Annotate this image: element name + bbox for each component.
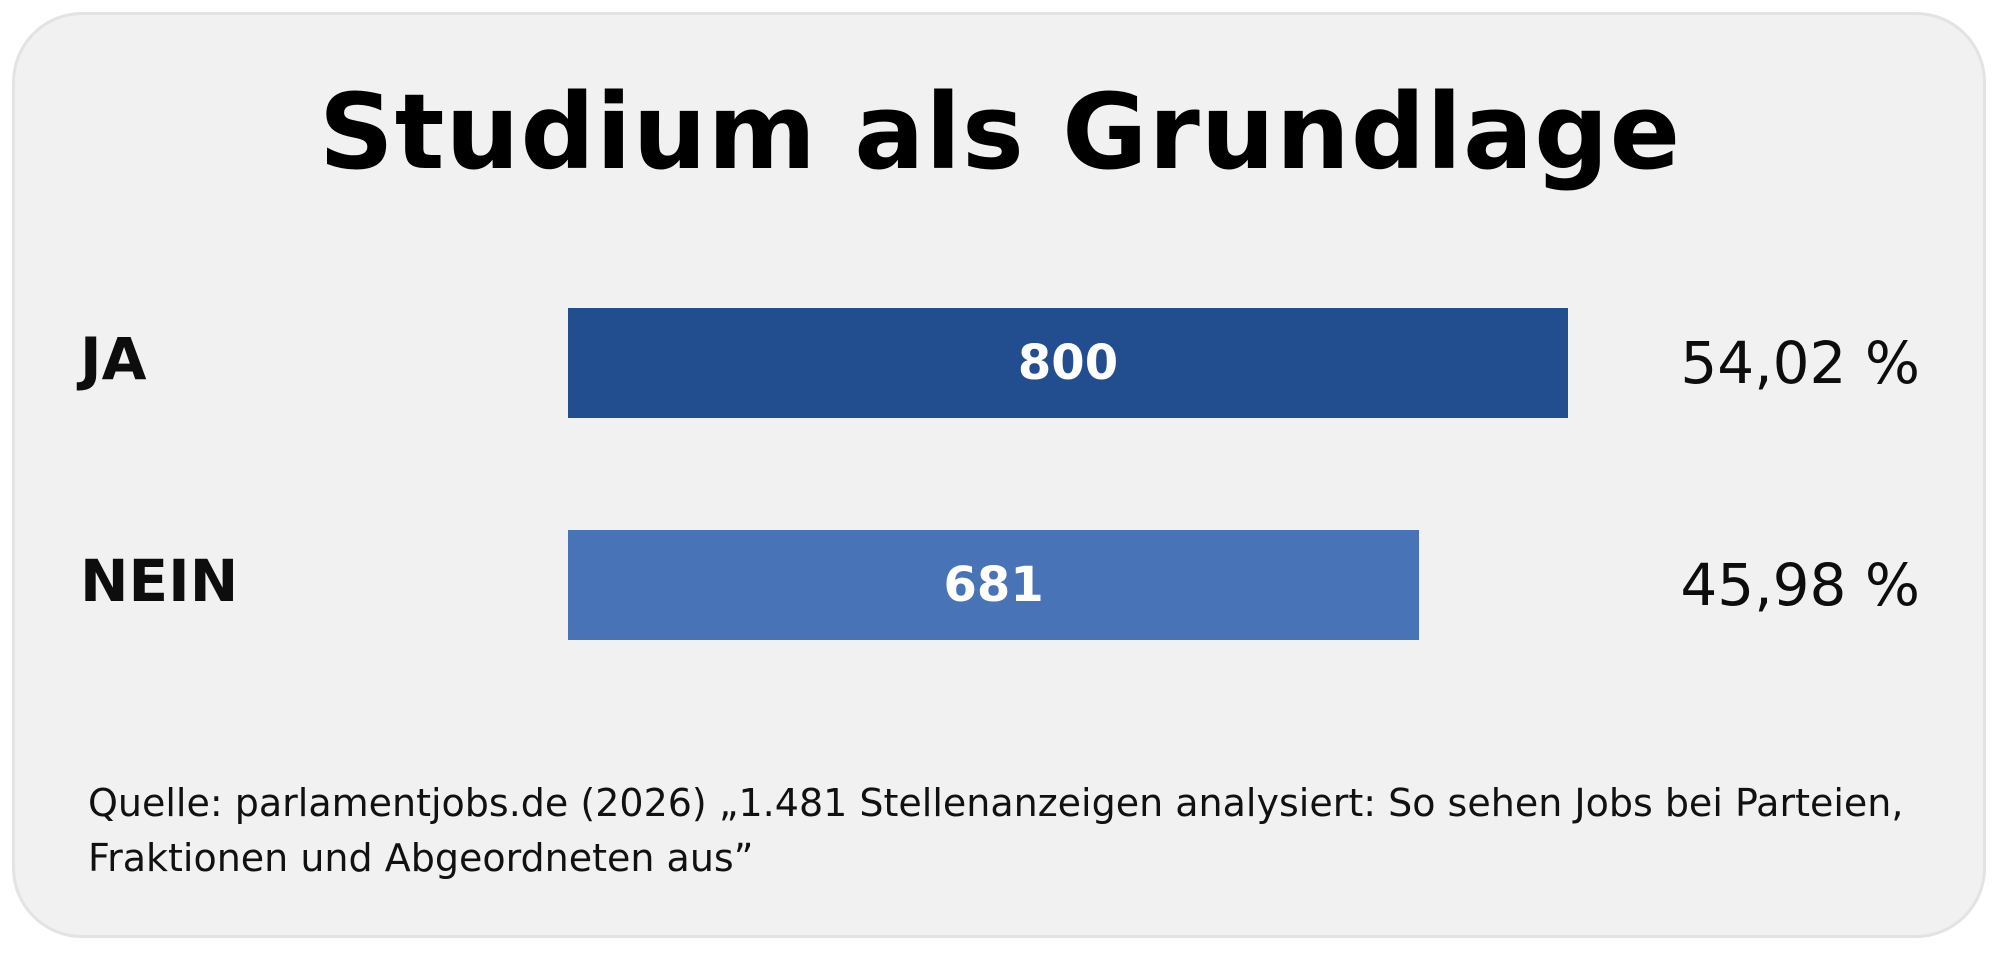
category-label-nein: NEIN — [80, 547, 239, 615]
bar-value-label-ja: 800 — [1017, 335, 1119, 391]
bar-ja — [568, 308, 1568, 418]
source-note: Quelle: parlamentjobs.de (2026) „1.481 S… — [88, 781, 1904, 880]
bar-nein — [568, 530, 1420, 640]
chart-title: Studium als Grundlage — [318, 71, 1682, 193]
bar-value-label-nein: 681 — [943, 557, 1044, 613]
percent-label-nein: 45,98 % — [1680, 551, 1920, 619]
percent-label-ja: 54,02 % — [1680, 329, 1920, 397]
category-label-ja: JA — [80, 325, 147, 393]
chart-card — [12, 12, 1986, 938]
